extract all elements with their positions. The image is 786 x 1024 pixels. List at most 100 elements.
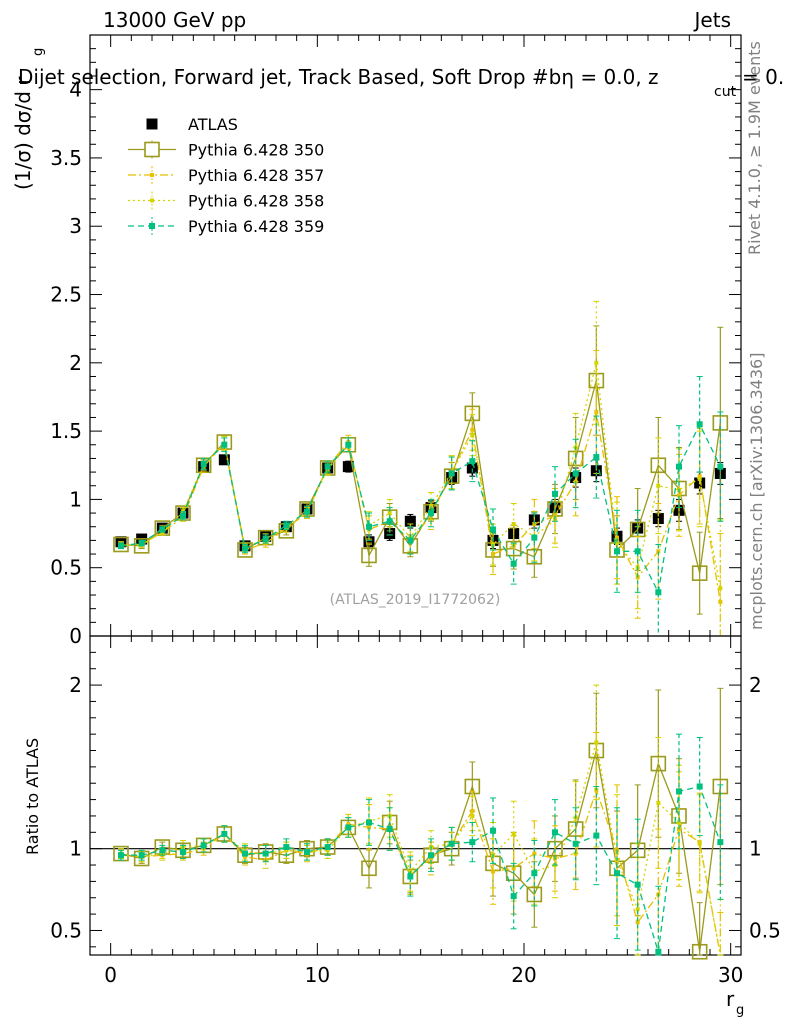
series-p358-point [615, 541, 619, 546]
series-p350-point [691, 943, 708, 960]
series-p357-point [532, 851, 537, 856]
series-p358-point [656, 483, 661, 488]
series-p359-point [655, 589, 662, 596]
series-p357-line [120, 787, 721, 956]
series-p357-point [511, 866, 516, 871]
series-p357-line [120, 411, 721, 603]
legend-label-p359: Pythia 6.428 359 [188, 217, 324, 236]
analysis-watermark: (ATLAS_2019_I1772062) [330, 592, 501, 608]
series-p357-point [491, 869, 495, 874]
series-p358-point [697, 841, 702, 846]
series-p359-point [407, 873, 414, 880]
series-p359-point [696, 783, 703, 790]
series-data-point [466, 462, 478, 474]
series-p359-point [324, 463, 331, 470]
series-p358-point [511, 831, 516, 836]
title-tail: = 0.1 [742, 65, 786, 89]
series-p359-point [490, 827, 496, 834]
series-p359-point [345, 441, 352, 448]
legend-marker-p359 [149, 223, 155, 229]
series-p359-point [490, 526, 496, 533]
legend: ATLAS Pythia 6.428 350 Pythia 6.428 357 Pyt… [128, 115, 324, 236]
series-p359-point [345, 824, 352, 831]
series-p359-point [614, 548, 620, 555]
series-p359-point [510, 893, 517, 900]
series-p358-point [470, 813, 475, 818]
series-p359-point [531, 870, 538, 877]
series-p358-point [594, 360, 599, 365]
series-p359-point [572, 470, 579, 477]
x-tick-label: 20 [511, 963, 536, 987]
series-p359-point [676, 788, 682, 795]
series-p358-point [635, 907, 640, 912]
series-p358-point [511, 521, 516, 526]
y-tick-label: 2 [69, 673, 82, 697]
series-p350-point [175, 842, 191, 859]
series-data-point [363, 536, 375, 548]
title-main: Dijet selection, Forward jet, Track Base… [18, 65, 659, 89]
series-p359-point [676, 463, 682, 470]
series-data-point [590, 465, 602, 477]
series-p357-point [429, 856, 433, 861]
series-p359-point [717, 463, 724, 470]
main-ylabel-sub: g [31, 48, 46, 56]
series-p358-point [553, 517, 557, 522]
series-p358-point [594, 740, 599, 745]
series-p359-point [159, 847, 166, 854]
y-tick-label: 0 [69, 624, 82, 648]
series-p359-point [242, 850, 248, 857]
series-p359-point [386, 826, 393, 833]
x-tick-label: 10 [305, 963, 330, 987]
series-p359-point [448, 840, 455, 847]
rivet-label: Rivet 4.1.0, ≥ 1.9M events [745, 41, 764, 255]
series-p358 [118, 684, 724, 956]
series-data-point [384, 528, 396, 540]
ratio-ylabel: Ratio to ATLAS [23, 738, 42, 855]
series-p359-point [180, 848, 186, 855]
legend-label-data: ATLAS [188, 115, 238, 134]
y-tick-label: 3 [69, 214, 82, 238]
series-p358-point [429, 504, 433, 509]
series-p358-line [120, 742, 721, 956]
series-p359-point [138, 852, 145, 859]
series-p359 [118, 733, 724, 956]
series-p358-point [697, 476, 702, 481]
series-p359-point [655, 948, 662, 955]
series-p350-point [361, 547, 377, 564]
series-data-point [404, 515, 416, 527]
series-p359-point [262, 850, 269, 857]
series-data-point [342, 461, 354, 473]
series-p359-point [469, 458, 476, 465]
series-p359-line [121, 785, 721, 952]
series-p359-point [180, 512, 186, 519]
legend-label-p357: Pythia 6.428 357 [188, 166, 324, 185]
series-p358-point [718, 586, 723, 591]
series-p358-point [387, 511, 392, 516]
series-p359-point [366, 819, 372, 826]
y-tick-label: 2 [69, 351, 82, 375]
plot-title: Dijet selection, Forward jet, Track Base… [18, 65, 786, 100]
title-sub: cut [714, 84, 737, 100]
legend-marker-data [146, 118, 158, 130]
series-p359-line [120, 422, 721, 595]
series-p359-point [283, 844, 290, 851]
series-p359-point [552, 829, 558, 836]
main-panel: 0 0.5 1 1.5 2 2.5 3 3.5 4 [50, 34, 742, 648]
series-p359-point [552, 490, 558, 497]
series-p359-point [324, 844, 331, 851]
y-tick-label: 1 [749, 837, 762, 861]
series-p350-line [120, 380, 721, 574]
series-p359-point [366, 523, 372, 530]
series-p359-point [118, 852, 124, 859]
series-p359-point [262, 536, 269, 543]
y-tick-label: 0.5 [50, 918, 82, 942]
series-p359-point [510, 560, 517, 567]
header-left: 13000 GeV pp [103, 8, 246, 32]
series-p359-point [242, 545, 248, 552]
legend-label-p350: Pythia 6.428 350 [188, 141, 324, 160]
legend-label-p358: Pythia 6.428 358 [188, 192, 324, 211]
series-p359-point [221, 441, 228, 448]
ratio-panel: 0.5 0.51 12 20 10 20 30 [50, 635, 781, 987]
series-p359-point [283, 522, 290, 529]
series-p359-point [407, 537, 414, 544]
